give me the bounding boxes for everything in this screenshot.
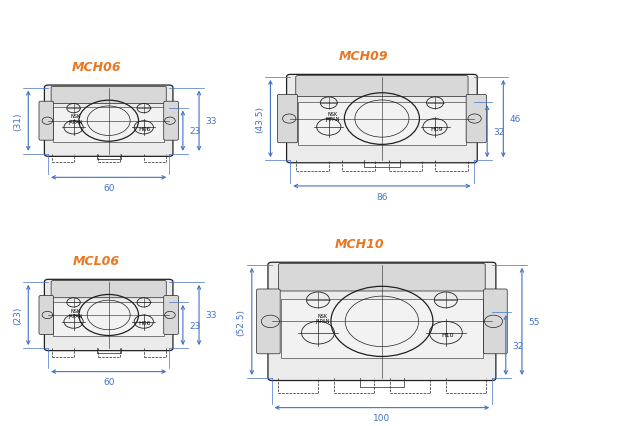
Text: MCH10: MCH10: [335, 237, 384, 250]
FancyBboxPatch shape: [256, 289, 280, 354]
FancyBboxPatch shape: [44, 86, 173, 157]
FancyBboxPatch shape: [39, 102, 53, 141]
FancyBboxPatch shape: [51, 87, 166, 104]
Text: 46: 46: [509, 115, 521, 124]
FancyBboxPatch shape: [484, 289, 507, 354]
FancyBboxPatch shape: [268, 262, 496, 381]
Text: H10: H10: [442, 333, 455, 338]
Text: MCH09: MCH09: [339, 50, 388, 63]
FancyBboxPatch shape: [44, 279, 173, 351]
FancyBboxPatch shape: [51, 281, 166, 298]
Bar: [53, 302, 165, 337]
Text: 100: 100: [373, 413, 391, 422]
Text: (23): (23): [13, 306, 22, 325]
FancyBboxPatch shape: [279, 264, 485, 291]
Text: 32: 32: [493, 127, 505, 136]
Text: NSK
JAPAN: NSK JAPAN: [315, 313, 330, 324]
FancyBboxPatch shape: [39, 296, 53, 335]
Text: 60: 60: [103, 377, 114, 386]
Text: 60: 60: [103, 184, 114, 193]
FancyBboxPatch shape: [286, 75, 477, 164]
Text: 55: 55: [528, 317, 540, 326]
Text: NSK
JAPAN: NSK JAPAN: [69, 114, 83, 125]
FancyBboxPatch shape: [164, 296, 178, 335]
Text: 86: 86: [376, 192, 388, 201]
Bar: [53, 108, 165, 143]
FancyBboxPatch shape: [278, 95, 297, 144]
FancyBboxPatch shape: [296, 77, 468, 97]
Text: (31): (31): [13, 112, 22, 131]
Text: 33: 33: [205, 311, 217, 320]
Text: H06: H06: [138, 127, 152, 132]
Text: (43.5): (43.5): [255, 106, 265, 133]
Text: H09: H09: [430, 127, 443, 132]
FancyBboxPatch shape: [164, 102, 178, 141]
Text: 33: 33: [205, 117, 217, 126]
Text: H06: H06: [138, 321, 152, 325]
Bar: [281, 299, 483, 358]
Bar: [297, 103, 466, 146]
FancyBboxPatch shape: [466, 95, 486, 144]
Text: 23: 23: [189, 127, 201, 136]
Text: MCL06: MCL06: [73, 254, 120, 268]
Text: NSK
JAPAN: NSK JAPAN: [325, 112, 340, 122]
Text: 32: 32: [512, 341, 524, 350]
Text: 23: 23: [189, 321, 201, 330]
Text: NSK
JAPAN: NSK JAPAN: [69, 308, 83, 319]
Text: MCH06: MCH06: [72, 60, 121, 73]
Text: (52.5): (52.5): [237, 308, 245, 335]
